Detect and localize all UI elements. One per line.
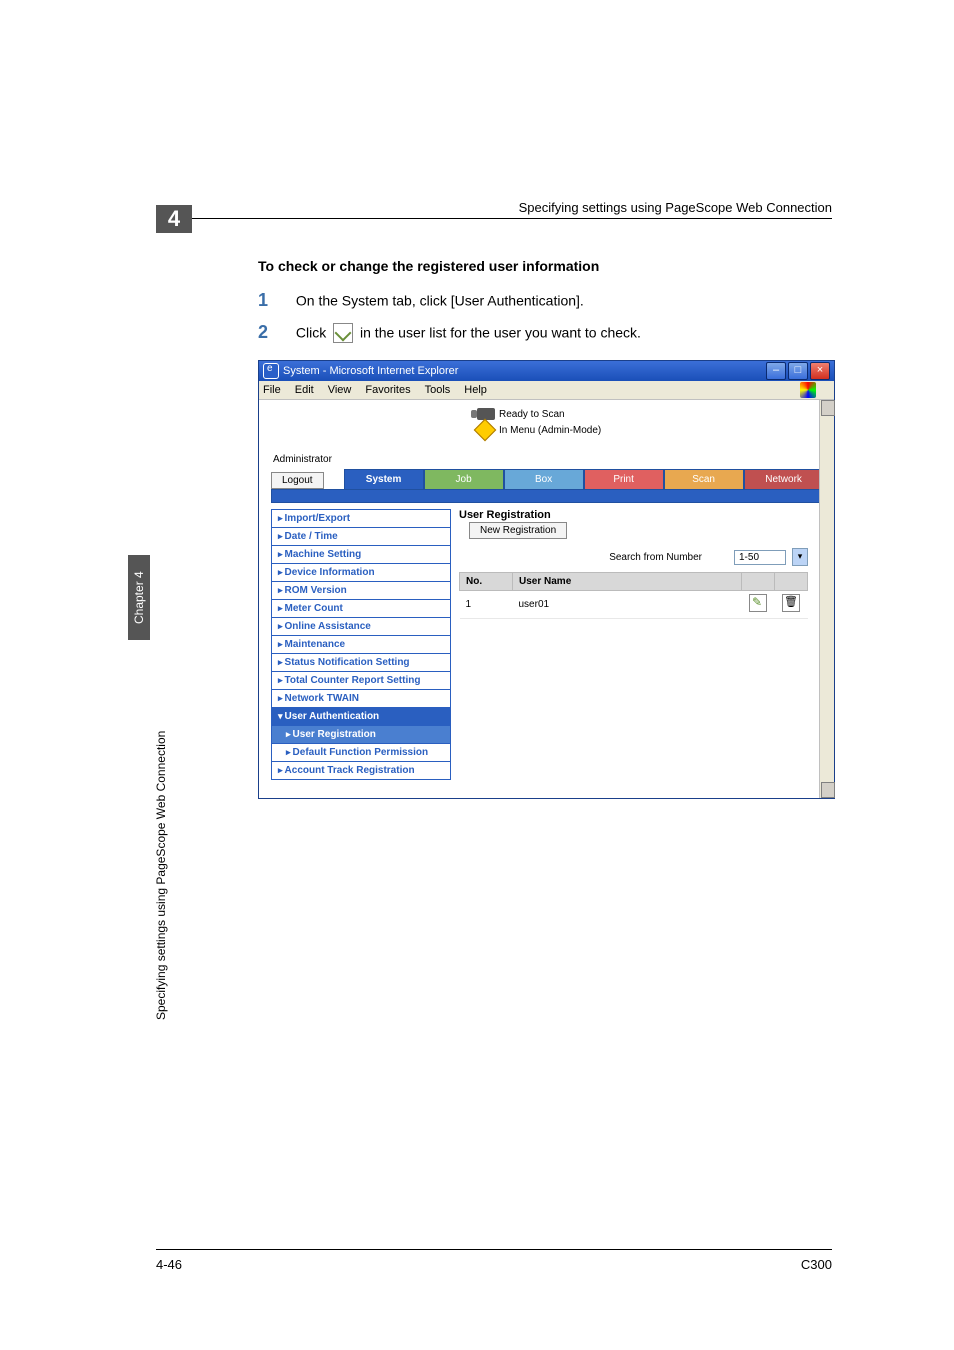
side-long-label: Specifying settings using PageScope Web … xyxy=(154,731,168,1020)
sidebar: Import/Export Date / Time Machine Settin… xyxy=(271,509,451,780)
panel-title: User Registration xyxy=(459,509,808,521)
step-2-number: 2 xyxy=(258,322,292,343)
delete-row-icon[interactable] xyxy=(782,594,800,612)
sidebar-item-twain[interactable]: Network TWAIN xyxy=(271,690,451,708)
sidebar-item-device[interactable]: Device Information xyxy=(271,564,451,582)
page-range-select[interactable]: 1-50 xyxy=(734,550,786,565)
menu-tools[interactable]: Tools xyxy=(425,384,451,396)
ie-logo-icon xyxy=(800,382,816,398)
sidebar-sub-default[interactable]: Default Function Permission xyxy=(271,744,451,762)
menu-help[interactable]: Help xyxy=(464,384,487,396)
printer-icon xyxy=(477,408,495,420)
tab-scan[interactable]: Scan xyxy=(664,469,744,489)
step-1-text: On the System tab, click [User Authentic… xyxy=(296,293,584,309)
window-title: System - Microsoft Internet Explorer xyxy=(283,365,458,377)
sidebar-item-machine[interactable]: Machine Setting xyxy=(271,546,451,564)
table-row: 1 user01 xyxy=(460,591,808,619)
tab-network[interactable]: Network xyxy=(744,469,824,489)
header-rule xyxy=(192,218,832,219)
sidebar-sub-userreg[interactable]: User Registration xyxy=(271,726,451,744)
status-ready: Ready to Scan xyxy=(499,409,565,420)
content-area: Ready to Scan In Menu (Admin-Mode) Admin… xyxy=(259,400,834,798)
admin-label: Administrator xyxy=(273,454,826,465)
menu-edit[interactable]: Edit xyxy=(295,384,314,396)
dropdown-arrow-icon[interactable]: ▾ xyxy=(792,548,808,566)
tab-job[interactable]: Job xyxy=(424,469,504,489)
sidebar-item-online[interactable]: Online Assistance xyxy=(271,618,451,636)
sidebar-item-maintenance[interactable]: Maintenance xyxy=(271,636,451,654)
scrollbar[interactable] xyxy=(819,400,834,798)
ie-icon xyxy=(263,363,279,379)
sidebar-item-rom[interactable]: ROM Version xyxy=(271,582,451,600)
chapter-number: 4 xyxy=(156,205,192,233)
step-1: 1 On the System tab, click [User Authent… xyxy=(258,290,584,311)
new-registration-button[interactable]: New Registration xyxy=(469,522,567,539)
col-delete xyxy=(775,573,808,591)
menu-file[interactable]: File xyxy=(263,384,281,396)
edit-row-icon[interactable] xyxy=(749,594,767,612)
footer-rule xyxy=(156,1249,832,1250)
cell-no: 1 xyxy=(460,591,513,619)
browser-window: System - Microsoft Internet Explorer – □… xyxy=(258,360,835,799)
step-2-text-after: in the user list for the user you want t… xyxy=(360,325,641,341)
close-button[interactable]: × xyxy=(810,362,830,380)
menu-favorites[interactable]: Favorites xyxy=(365,384,410,396)
sidebar-item-userauth[interactable]: User Authentication xyxy=(271,708,451,726)
footer-page: 4-46 xyxy=(156,1257,182,1272)
step-1-number: 1 xyxy=(258,290,292,311)
edit-icon xyxy=(333,323,353,343)
side-chapter-label: Chapter 4 xyxy=(128,555,150,640)
menu-view[interactable]: View xyxy=(328,384,352,396)
sidebar-item-account[interactable]: Account Track Registration xyxy=(271,762,451,780)
search-label: Search from Number xyxy=(609,552,702,563)
header-text: Specifying settings using PageScope Web … xyxy=(519,200,832,215)
warning-icon xyxy=(474,419,497,442)
sidebar-item-meter[interactable]: Meter Count xyxy=(271,600,451,618)
sidebar-item-date[interactable]: Date / Time xyxy=(271,528,451,546)
sidebar-item-import[interactable]: Import/Export xyxy=(271,509,451,528)
sidebar-item-counter[interactable]: Total Counter Report Setting xyxy=(271,672,451,690)
minimize-button[interactable]: – xyxy=(766,362,786,380)
step-2: 2 Click in the user list for the user yo… xyxy=(258,322,641,343)
step-2-text-before: Click xyxy=(296,325,330,341)
logout-button[interactable]: Logout xyxy=(271,472,324,489)
cell-username: user01 xyxy=(513,591,742,619)
sidebar-item-status[interactable]: Status Notification Setting xyxy=(271,654,451,672)
tab-system[interactable]: System xyxy=(344,469,424,489)
col-no: No. xyxy=(460,573,513,591)
maximize-button[interactable]: □ xyxy=(788,362,808,380)
tab-box[interactable]: Box xyxy=(504,469,584,489)
col-edit xyxy=(742,573,775,591)
main-panel: User Registration New Registration Searc… xyxy=(459,509,822,780)
menubar: File Edit View Favorites Tools Help xyxy=(259,381,834,400)
titlebar: System - Microsoft Internet Explorer – □… xyxy=(259,361,834,381)
footer-model: C300 xyxy=(801,1257,832,1272)
tab-print[interactable]: Print xyxy=(584,469,664,489)
user-table: No. User Name 1 user01 xyxy=(459,572,808,619)
col-username: User Name xyxy=(513,573,742,591)
tab-bar xyxy=(271,489,822,503)
status-mode: In Menu (Admin-Mode) xyxy=(499,425,601,436)
section-heading: To check or change the registered user i… xyxy=(258,258,599,274)
side-tab: Chapter 4 Specifying settings using Page… xyxy=(150,480,174,1020)
